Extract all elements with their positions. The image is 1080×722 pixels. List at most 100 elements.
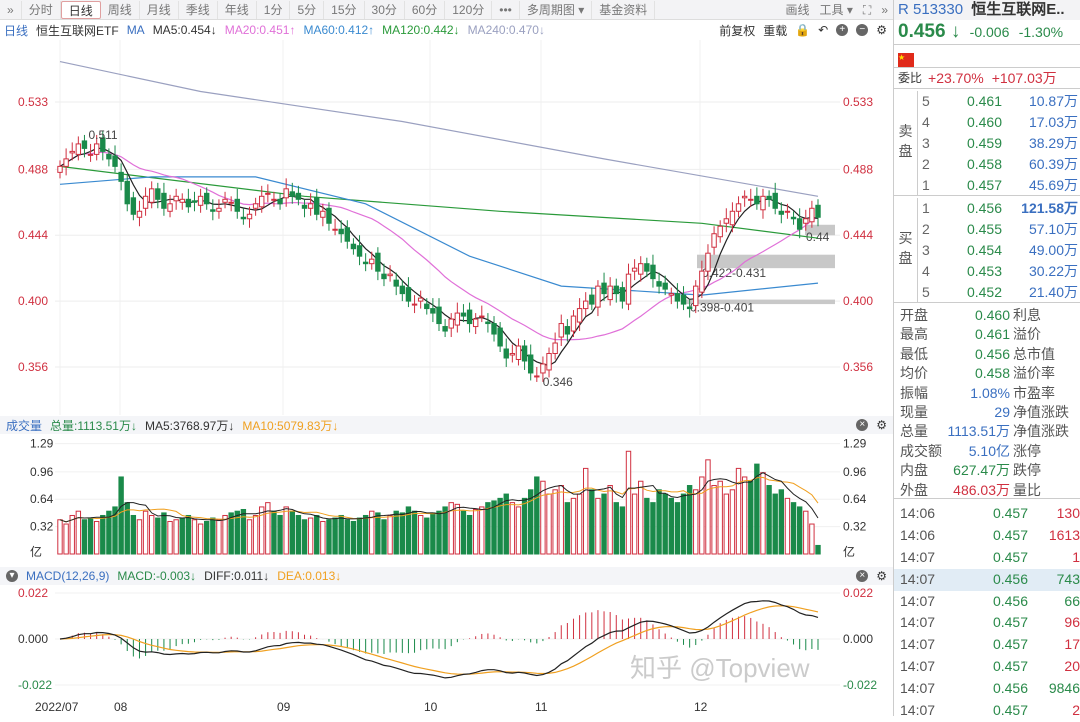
tab-period-7[interactable]: 5分 [290,0,325,19]
reload-button[interactable]: 重载 [763,23,788,38]
price-axis-label-right: 0.488 [843,162,873,176]
tab-period-13[interactable]: 多周期图 ▾ [520,0,593,19]
volume-bar [185,514,192,555]
candle-body [485,321,491,325]
sell-level-row[interactable]: 4 0.460 17.03万 [918,112,1080,133]
close-icon[interactable]: × [856,419,869,431]
security-code: R 513330 [898,1,964,18]
settings-icon[interactable]: ⚙ [876,418,887,432]
zoom-out-icon[interactable]: − [856,24,869,36]
candle-body [784,210,791,213]
volume-bar [809,523,815,555]
candle-body [491,323,497,335]
dropdown-icon[interactable]: ▾ [6,570,18,582]
candle-body [656,281,662,287]
volume-bar [693,489,699,555]
tick-time: 14:06 [900,526,936,543]
collapse-icon[interactable]: » [0,0,22,19]
ma-label[interactable]: MA [126,23,145,37]
candle-body [277,198,283,205]
volume-bar [381,519,387,555]
tab-period-10[interactable]: 60分 [405,0,446,19]
tick-volume: 9846 [1048,680,1080,697]
volume-chart[interactable]: 1.29 1.29 0.96 0.96 0.64 0.64 0.32 0.32 亿 亿 [0,434,893,564]
candle-body [534,375,540,378]
level-price: 0.455 [966,221,1002,237]
stat-label-2: 跌停 [1013,462,1041,479]
tick-price: 0.457 [992,614,1028,631]
volume-bar [289,510,295,555]
fullscreen-icon[interactable]: ⛶ [862,2,872,17]
volume-bar [790,502,797,555]
tab-period-14[interactable]: 基金资料 [592,0,656,19]
price-chart[interactable]: 0.533 0.533 0.488 0.488 0.444 0.444 0.400 0.400… [0,40,893,415]
settings-icon[interactable]: ⚙ [876,569,887,583]
volume-bar [570,497,577,555]
buy-level-row[interactable]: 4 0.453 30.22万 [918,261,1080,282]
tick-row: 14:07 0.457 17 [894,634,1080,656]
zoom-in-icon[interactable]: + [836,24,849,36]
tab-period-9[interactable]: 30分 [365,0,405,19]
level-volume: 45.69万 [1028,177,1078,193]
volume-ma5-line [59,472,819,523]
tick-volume: 1613 [1048,526,1080,543]
volume-bar [338,514,344,555]
date-axis-label: 12 [694,700,708,714]
gap-zone [697,254,835,269]
volume-bar [57,519,63,555]
tab-period-11[interactable]: 120分 [445,0,493,19]
tab-period-0[interactable]: 分时 [22,0,61,19]
close-icon[interactable]: × [856,570,869,582]
tab-period-8[interactable]: 15分 [324,0,365,19]
sell-level-row[interactable]: 2 0.458 60.39万 [918,154,1080,175]
candle-body [283,188,289,199]
volume-bar [472,508,479,555]
tab-period-6[interactable]: 1分 [257,0,291,19]
candle-body [741,195,748,199]
tab-period-5[interactable]: 年线 [218,0,257,19]
candle-body [460,312,467,317]
candle-body [399,285,406,295]
candle-body [638,263,644,275]
volume-bar [320,520,326,555]
candle-body [662,282,668,290]
volume-axis-label-right: 亿 [843,544,855,559]
lock-icon[interactable]: 🔒 [795,23,811,37]
tab-period-3[interactable]: 月线 [140,0,179,19]
draw-button[interactable]: 画线 [785,2,810,17]
volume-axis-label-right: 1.29 [843,437,867,451]
macd-chart[interactable]: 0.022 0.022 0.000 0.000 -0.022 -0.022 2022/07 0… [0,585,893,716]
tick-row: 14:06 0.457 130 [894,503,1080,525]
ma60-value: MA60:0.412↑ [303,23,375,37]
sell-level-row[interactable]: 5 0.461 10.87万 [918,91,1080,112]
tab-period-1[interactable]: 日线 [60,0,101,19]
buy-label: 买盘 [894,198,918,302]
tools-menu[interactable]: 工具 ▾ [819,2,853,17]
buy-level-row[interactable]: 3 0.454 49.00万 [918,240,1080,261]
candle-body [650,264,656,280]
sell-level-row[interactable]: 3 0.459 38.29万 [918,133,1080,154]
price-axis-label-right: 0.444 [843,228,873,242]
tick-time: 14:07 [900,548,936,565]
buy-level-row[interactable]: 2 0.455 57.10万 [918,219,1080,240]
stat-value: 627.47万 [953,462,1010,479]
sell-level-row[interactable]: 1 0.457 45.69万 [918,175,1080,196]
volume-bar [252,514,259,555]
stat-label-2: 溢价 [1013,326,1041,343]
settings-icon[interactable]: ⚙ [876,23,887,37]
tab-period-2[interactable]: 周线 [101,0,140,19]
stat-value: 1113.51万 [947,423,1010,440]
undo-icon[interactable]: ↶ [818,23,829,37]
tab-period-12[interactable]: ••• [492,0,520,19]
buy-level-row[interactable]: 1 0.456 121.58万 [918,198,1080,219]
stat-label-2: 溢价率 [1013,365,1055,382]
level-volume: 10.87万 [1028,93,1078,109]
candle-body [240,216,247,220]
volume-bar [259,506,265,555]
adjust-button[interactable]: 前复权 [719,23,756,38]
tab-period-4[interactable]: 季线 [179,0,218,19]
expand-icon[interactable]: » [881,2,888,17]
volume-bar [815,544,821,555]
buy-level-row[interactable]: 5 0.452 21.40万 [918,282,1080,303]
macd-title[interactable]: MACD(12,26,9) [26,569,110,583]
